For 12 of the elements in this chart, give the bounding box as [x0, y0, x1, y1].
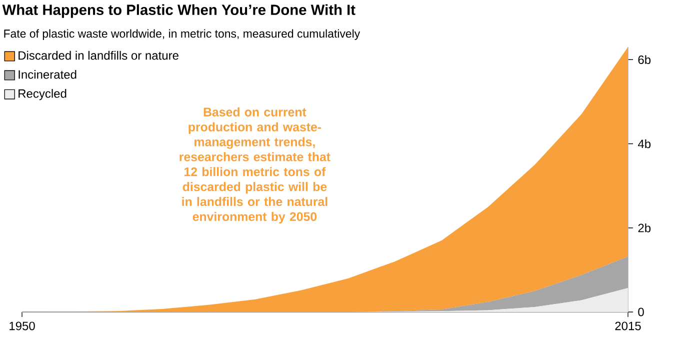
legend-label: Incinerated — [18, 70, 76, 79]
y-tick-label: 0 — [638, 308, 644, 316]
annotation: Based on current production and waste-management trends, researchers estimate that 12 billion metric tons of discarded plastic will be in landfills or the natural environment by 2050 — [180, 107, 330, 224]
y-tick-label: 6b — [638, 55, 651, 64]
chart-title: What Happens to Plastic When You’re Done With It — [2, 4, 356, 18]
y-tick-label: 2b — [638, 223, 651, 232]
y-tick-label: 4b — [638, 139, 651, 148]
x-tick-label: 1950 — [10, 322, 35, 330]
legend-label: Recycled — [18, 88, 66, 100]
x-tick-label: 2015 — [615, 322, 641, 330]
legend-label: Discarded in landfills or nature — [18, 50, 178, 60]
chart-subtitle: Fate of plastic waste worldwide, in metric tons, measured cumulatively — [4, 29, 360, 40]
